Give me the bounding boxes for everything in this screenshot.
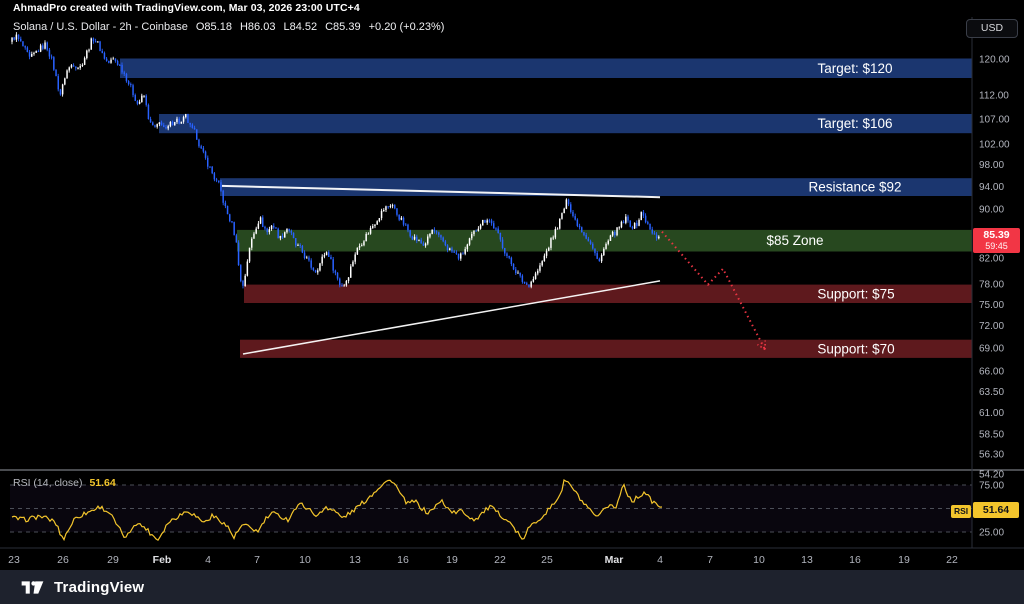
- zone-label: Support: $70: [817, 341, 894, 356]
- time-tick: 19: [446, 554, 458, 566]
- zone-label: Resistance $92: [808, 180, 901, 195]
- time-axis[interactable]: 23 26 29 Feb 4 7 10 13 16 19 22 25 Mar 4 7 10 13 16 19 22: [8, 554, 958, 566]
- rsi-axis-badge: RSI: [951, 505, 972, 518]
- zone-target-120[interactable]: Target: $120: [120, 58, 972, 79]
- time-tick: 13: [349, 554, 361, 566]
- ohlc-token-2: L84.52: [283, 21, 318, 33]
- resistance-trendline[interactable]: [221, 184, 661, 199]
- ohlc-values: O85.18 H86.03 L84.52 C85.39 +0.20 (+0.23%): [188, 21, 445, 33]
- time-tick: 23: [8, 554, 20, 566]
- bar-countdown: 59:45: [985, 241, 1008, 251]
- price-tick: 78.00: [979, 279, 1004, 290]
- price-tick: 112.00: [979, 91, 1009, 102]
- time-tick: 16: [849, 554, 861, 566]
- price-tick: 98.00: [979, 160, 1004, 171]
- symbol-title[interactable]: Solana / U.S. Dollar - 2h - Coinbase: [13, 21, 188, 33]
- tradingview-brand-text[interactable]: TradingView: [54, 578, 145, 596]
- candlesticks: [11, 32, 660, 289]
- tradingview-logo-icon[interactable]: [20, 578, 45, 597]
- time-tick: Mar: [605, 554, 624, 566]
- price-tick: 58.50: [979, 430, 1004, 441]
- currency-unit-button[interactable]: USD: [966, 19, 1018, 38]
- zone-target-106[interactable]: Target: $106: [159, 114, 972, 134]
- ohlc-token-1: H86.03: [239, 21, 276, 33]
- price-tick: 75.00: [979, 300, 1004, 311]
- price-tick: 82.00: [979, 253, 1004, 264]
- zone-support-70[interactable]: Support: $70: [240, 339, 972, 358]
- footer-bar: TradingView: [0, 570, 1024, 604]
- zone-label: Support: $75: [817, 286, 894, 301]
- rsi-indicator-legend[interactable]: RSI (14, close) 51.64: [13, 477, 116, 489]
- ascending-support-trendline[interactable]: [242, 280, 661, 355]
- time-tick: 7: [254, 554, 260, 566]
- zone-label: Target: $120: [817, 61, 892, 76]
- rsi-legend-value: 51.64: [89, 477, 116, 489]
- time-tick: 7: [707, 554, 713, 566]
- rsi-axis-value: 51.64: [973, 502, 1019, 518]
- rsi-line: [11, 479, 663, 542]
- time-tick: 4: [657, 554, 663, 566]
- time-tick: 22: [946, 554, 958, 566]
- projection-path[interactable]: [661, 231, 766, 351]
- price-tick: 107.00: [979, 114, 1010, 125]
- zone-resistance-92[interactable]: Resistance $92: [220, 178, 972, 196]
- rsi-pane: 75.00 25.00: [10, 479, 1004, 542]
- time-tick: 13: [801, 554, 813, 566]
- price-tick: 63.50: [979, 387, 1004, 398]
- zone-zone-85[interactable]: $85 Zone: [237, 229, 972, 252]
- rsi-axis-tick: 75.00: [979, 481, 1004, 492]
- price-axis[interactable]: 120.00 112.00 107.00 102.00 98.00 94.00 90.00 8…: [979, 55, 1010, 481]
- price-tick: 72.00: [979, 321, 1004, 332]
- time-tick: 10: [299, 554, 311, 566]
- attribution-header: AhmadPro created with TradingView.com, M…: [13, 2, 360, 14]
- price-tick: 54.20: [979, 470, 1004, 481]
- time-tick: 26: [57, 554, 69, 566]
- last-price-label: 85.39 59:45: [973, 228, 1020, 253]
- rsi-axis-tick: 25.00: [979, 528, 1004, 539]
- price-tick: 94.00: [979, 182, 1004, 193]
- time-tick: 22: [494, 554, 506, 566]
- price-tick: 102.00: [979, 139, 1010, 150]
- price-tick: 61.00: [979, 408, 1004, 419]
- zone-support-75[interactable]: Support: $75: [244, 284, 972, 303]
- price-tick: 69.00: [979, 343, 1004, 354]
- last-price-value: 85.39: [983, 229, 1010, 241]
- price-tick: 90.00: [979, 205, 1004, 216]
- zone-label: $85 Zone: [766, 233, 823, 248]
- rsi-legend-title: RSI (14, close): [13, 477, 83, 489]
- time-tick: 16: [397, 554, 409, 566]
- zone-label: Target: $106: [817, 116, 892, 131]
- price-tick: 56.30: [979, 450, 1004, 461]
- time-tick: 19: [898, 554, 910, 566]
- time-tick: 10: [753, 554, 765, 566]
- time-tick: Feb: [153, 554, 172, 566]
- time-tick: 29: [107, 554, 119, 566]
- symbol-legend: Solana / U.S. Dollar - 2h - Coinbase O85.…: [13, 21, 444, 33]
- ohlc-token-4: +0.20 (+0.23%): [368, 21, 445, 33]
- price-tick: 120.00: [979, 55, 1010, 66]
- time-tick: 25: [541, 554, 553, 566]
- ohlc-token-0: O85.18: [195, 21, 232, 33]
- ohlc-token-3: C85.39: [325, 21, 361, 33]
- price-tick: 66.00: [979, 367, 1004, 378]
- time-tick: 4: [205, 554, 211, 566]
